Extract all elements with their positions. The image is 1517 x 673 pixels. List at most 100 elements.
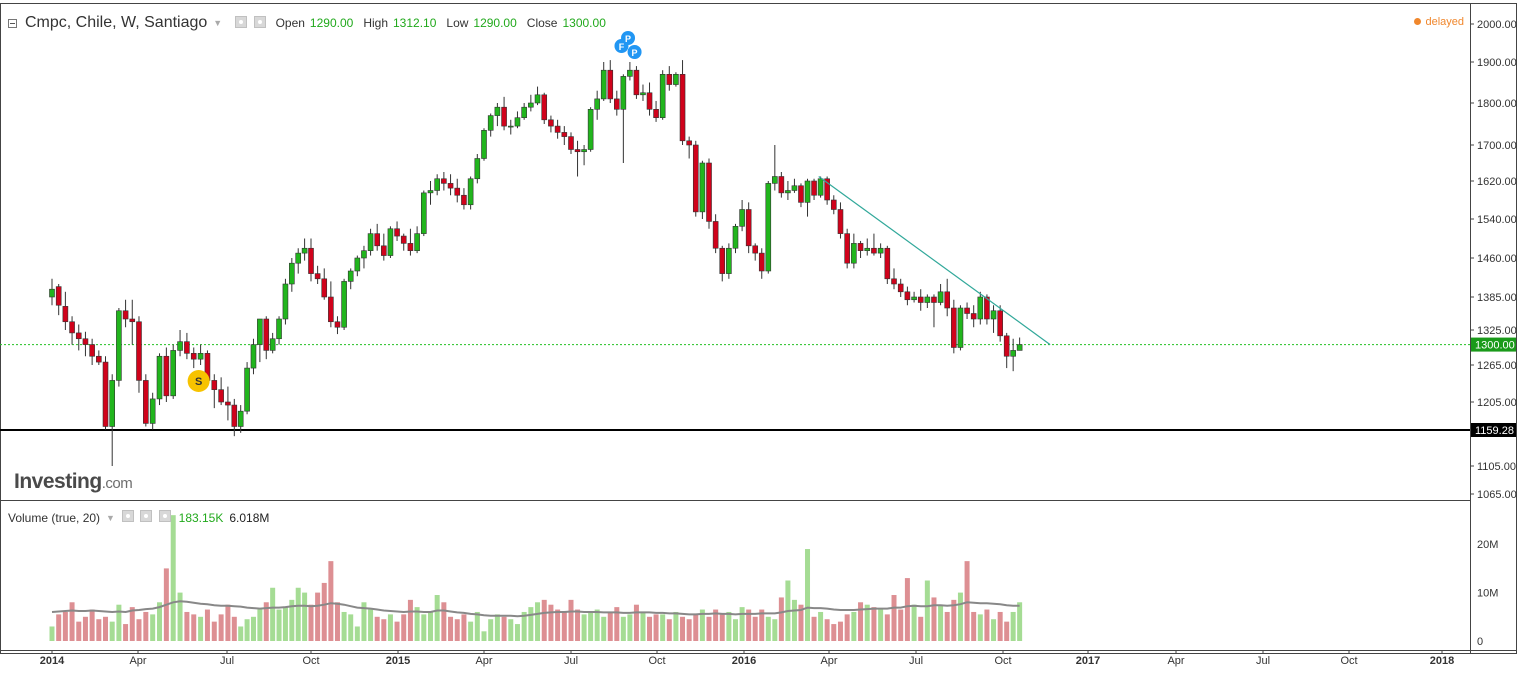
volume-bar	[984, 609, 990, 641]
volume-bar	[627, 614, 633, 641]
candle-body	[924, 296, 931, 303]
chart-header: Cmpc, Chile, W, Santiago ▼ Open 1290.00 …	[8, 14, 606, 32]
candle-body	[699, 162, 706, 213]
logo-suffix: .com	[101, 475, 133, 492]
volume-bar	[157, 602, 163, 641]
candle-body	[407, 243, 414, 251]
volume-bar	[997, 611, 1003, 641]
collapse-icon[interactable]	[8, 18, 17, 28]
candle-body	[745, 209, 752, 247]
candle-body	[951, 307, 957, 348]
candle-body	[772, 176, 778, 184]
volume-visibility-icon[interactable]	[121, 510, 134, 522]
candle-body	[257, 318, 263, 345]
y-tick-label: 1265.00	[1477, 360, 1517, 372]
volume-bar	[640, 611, 646, 641]
candle-body	[514, 117, 521, 127]
x-tick-label: Jul	[1256, 655, 1270, 667]
candle-body	[354, 257, 361, 272]
candle-body	[109, 380, 115, 427]
volume-bar	[746, 609, 752, 641]
candle-body	[1016, 344, 1023, 351]
volume-bar	[427, 611, 433, 641]
candle-body	[507, 125, 514, 128]
x-tick-label: 2014	[40, 655, 65, 667]
symbol-dropdown-icon[interactable]: ▼	[213, 18, 223, 28]
candle-body	[548, 119, 554, 127]
event-marker-label: F	[619, 42, 625, 52]
event-marker	[627, 45, 642, 59]
volume-bar	[328, 561, 334, 641]
candle-body	[871, 247, 877, 254]
y-tick-label: 1800.00	[1477, 98, 1517, 110]
volume-bar	[693, 614, 699, 641]
volume-bar	[805, 549, 811, 641]
candle-body	[250, 344, 257, 369]
volume-bar	[726, 611, 732, 641]
visibility-icon[interactable]	[235, 15, 248, 28]
volume-bar	[501, 616, 507, 641]
x-tick-label: 2015	[386, 655, 410, 667]
volume-bar	[765, 616, 771, 641]
volume-close-icon[interactable]	[158, 510, 171, 522]
settings-icon[interactable]	[253, 15, 266, 28]
volume-bar	[1010, 611, 1016, 641]
event-marker	[187, 370, 210, 392]
volume-bar	[225, 604, 231, 641]
low-value: 1290.00	[473, 16, 517, 30]
candle-body	[96, 355, 102, 363]
volume-bar	[103, 616, 109, 641]
candle-body	[581, 149, 587, 153]
volume-bar	[461, 614, 467, 641]
candle-body	[884, 247, 891, 280]
candle-body	[387, 228, 394, 256]
volume-bar	[858, 602, 864, 641]
volume-bar	[759, 609, 765, 641]
candle-body	[122, 310, 129, 320]
candle-body	[82, 338, 89, 345]
volume-settings-icon[interactable]	[140, 510, 153, 522]
y-tick-label: 1065.00	[1477, 489, 1517, 501]
volume-bar	[706, 616, 712, 641]
volume-bar	[82, 616, 88, 641]
candle-body	[400, 235, 407, 244]
x-tick-label: 2018	[1430, 655, 1454, 667]
symbol-title[interactable]: Cmpc, Chile, W, Santiago	[25, 14, 208, 31]
volume-bar	[143, 611, 149, 641]
candle-body	[811, 180, 817, 196]
candle-body	[659, 74, 666, 119]
volume-bar	[204, 609, 210, 641]
candle-body	[49, 288, 55, 298]
candle-body	[177, 341, 183, 351]
candle-body	[289, 262, 295, 285]
candle-body	[817, 178, 824, 196]
candle-body	[964, 307, 970, 314]
volume-axis-label: 10M	[1477, 588, 1498, 600]
volume-bar	[904, 578, 910, 641]
volume-dropdown-icon[interactable]: ▼	[106, 512, 115, 523]
volume-bar	[238, 626, 244, 641]
volume-bar	[62, 611, 68, 641]
y-tick-label: 1700.00	[1477, 140, 1517, 152]
volume-bar	[231, 616, 237, 641]
candle-body	[328, 296, 334, 323]
candle-body	[600, 69, 607, 100]
logo-main: Investing	[14, 470, 102, 493]
x-tick-label: Jul	[909, 655, 923, 667]
volume-bar	[924, 580, 930, 641]
volume-bar	[448, 616, 454, 641]
close-label: Close	[526, 16, 558, 30]
volume-title[interactable]: Volume (true, 20)	[8, 510, 101, 525]
candle-body	[218, 389, 224, 403]
volume-bar	[289, 599, 295, 641]
candle-body	[149, 398, 156, 424]
x-tick-label: Oct	[994, 655, 1011, 667]
volume-ma-line	[51, 600, 1020, 618]
volume-header: Volume (true, 20) ▼ 183.15K 6.018M	[8, 510, 269, 525]
candle-body	[89, 344, 95, 357]
volume-bar	[878, 609, 884, 641]
volume-bar	[811, 616, 817, 641]
volume-bar	[354, 626, 360, 641]
